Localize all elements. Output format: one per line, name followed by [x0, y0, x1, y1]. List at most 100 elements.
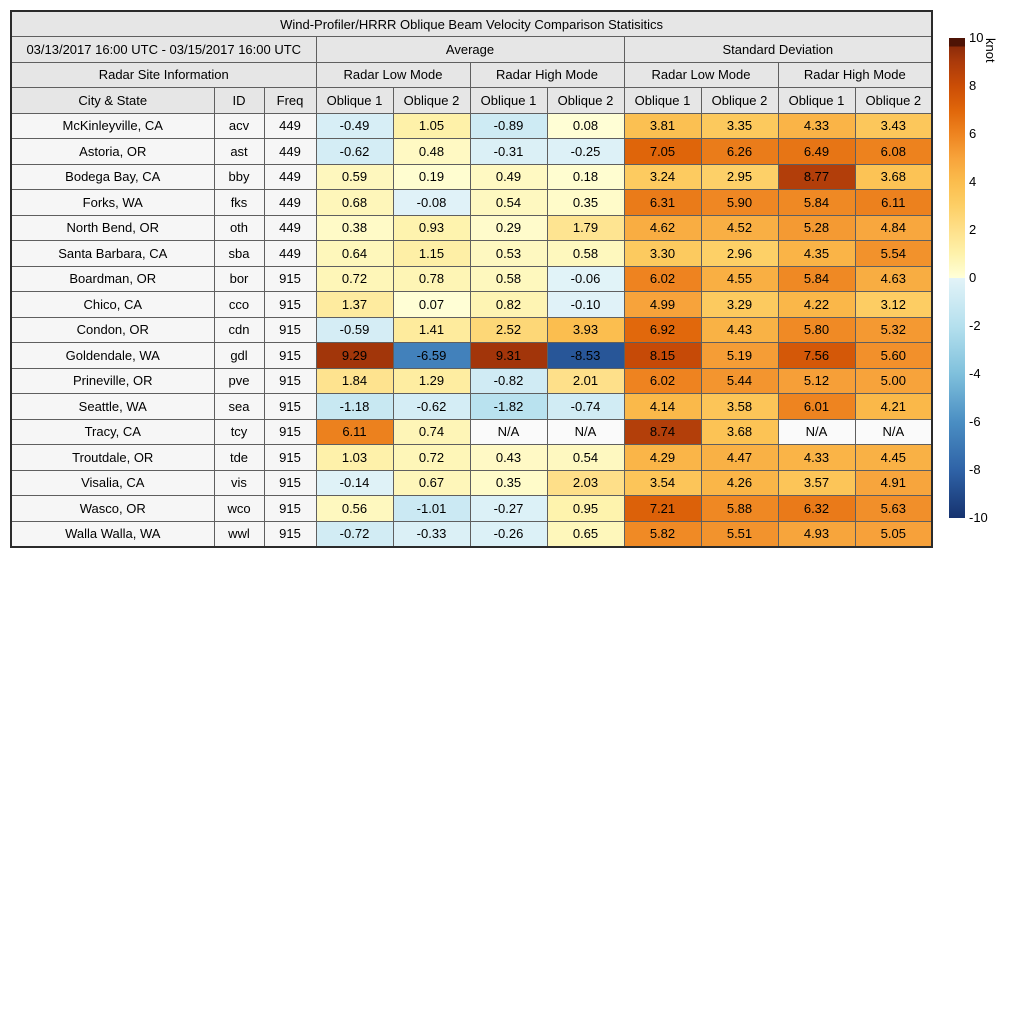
column-header-row: City & State ID Freq Oblique 1 Oblique 2…	[10, 87, 933, 114]
id-cell: wwl	[213, 520, 265, 547]
city-cell: Tracy, CA	[10, 418, 215, 445]
table-row: Visalia, CA vis 915 -0.14 0.67 0.35 2.03 3.54 4.…	[10, 469, 933, 496]
value-cell: 4.33	[777, 112, 856, 139]
header-std-low-oblique-2: Oblique 2	[700, 87, 779, 114]
value-cell: 0.54	[469, 189, 548, 216]
value-cell: 3.35	[700, 112, 779, 139]
value-cell: 4.47	[700, 444, 779, 471]
colorbar-gradient	[949, 38, 965, 518]
value-cell: 4.52	[700, 214, 779, 241]
value-cell: 2.96	[700, 240, 779, 267]
value-cell: 3.30	[623, 240, 702, 267]
value-cell: 6.11	[315, 418, 394, 445]
freq-cell: 915	[263, 469, 317, 496]
value-cell: 6.26	[700, 138, 779, 165]
value-cell: 0.38	[315, 214, 394, 241]
value-cell: 2.52	[469, 316, 548, 343]
city-cell: Troutdale, OR	[10, 444, 215, 471]
id-cell: cdn	[213, 316, 265, 343]
header-standard-deviation: Standard Deviation	[623, 36, 933, 63]
value-cell: 6.01	[777, 393, 856, 420]
id-cell: ast	[213, 138, 265, 165]
table-row: Walla Walla, WA wwl 915 -0.72 -0.33 -0.26 0.65…	[10, 520, 933, 547]
table-row: Forks, WA fks 449 0.68 -0.08 0.54 0.35 6.31 5.90…	[10, 189, 933, 216]
value-cell: 4.21	[854, 393, 933, 420]
table-row: Tracy, CA tcy 915 6.11 0.74 N/A N/A 8.74 3.68 N/A…	[10, 418, 933, 445]
value-cell: 0.68	[315, 189, 394, 216]
value-cell: 0.35	[469, 469, 548, 496]
value-cell: 3.81	[623, 112, 702, 139]
header-avg-low-mode: Radar Low Mode	[315, 61, 471, 88]
id-cell: pve	[213, 367, 265, 394]
header-std-high-oblique-2: Oblique 2	[854, 87, 933, 114]
value-cell: 3.58	[700, 393, 779, 420]
colorbar-unit-label: knot	[983, 38, 998, 63]
value-cell: 5.19	[700, 342, 779, 369]
value-cell: 3.24	[623, 163, 702, 190]
header-std-high-oblique-1: Oblique 1	[777, 87, 856, 114]
value-cell: 4.45	[854, 444, 933, 471]
value-cell: 4.84	[854, 214, 933, 241]
value-cell: 6.32	[777, 495, 856, 522]
header-average: Average	[315, 36, 625, 63]
table-row: North Bend, OR oth 449 0.38 0.93 0.29 1.79 4.62…	[10, 214, 933, 241]
table-row: Goldendale, WA gdl 915 9.29 -6.59 9.31 -8.53 8.…	[10, 342, 933, 369]
value-cell: -0.27	[469, 495, 548, 522]
value-cell: -0.89	[469, 112, 548, 139]
city-cell: Goldendale, WA	[10, 342, 215, 369]
city-cell: Boardman, OR	[10, 265, 215, 292]
id-cell: tcy	[213, 418, 265, 445]
colorbar-tick-label: -10	[969, 510, 988, 525]
table-row: Condon, OR cdn 915 -0.59 1.41 2.52 3.93 6.92 4.4…	[10, 316, 933, 343]
value-cell: 0.65	[546, 520, 625, 547]
city-cell: Visalia, CA	[10, 469, 215, 496]
value-cell: 1.41	[392, 316, 471, 343]
value-cell: 6.08	[854, 138, 933, 165]
value-cell: 1.84	[315, 367, 394, 394]
freq-cell: 915	[263, 291, 317, 318]
value-cell: 0.59	[315, 163, 394, 190]
date-range: 03/13/2017 16:00 UTC - 03/15/2017 16:00 …	[10, 36, 317, 63]
value-cell: 2.03	[546, 469, 625, 496]
value-cell: 6.02	[623, 367, 702, 394]
id-cell: bor	[213, 265, 265, 292]
value-cell: 0.95	[546, 495, 625, 522]
colorbar-tick-label: 0	[969, 270, 977, 285]
value-cell: 0.58	[469, 265, 548, 292]
table-row: Wasco, OR wco 915 0.56 -1.01 -0.27 0.95 7.21 5.8…	[10, 495, 933, 522]
stats-table: Wind-Profiler/HRRR Oblique Beam Velocity…	[10, 10, 934, 548]
freq-cell: 449	[263, 240, 317, 267]
header-freq: Freq	[263, 87, 317, 114]
value-cell: 0.08	[546, 112, 625, 139]
colorbar-tick-label: -4	[969, 366, 981, 381]
value-cell: -1.18	[315, 393, 394, 420]
city-cell: Bodega Bay, CA	[10, 163, 215, 190]
value-cell: 6.31	[623, 189, 702, 216]
value-cell: N/A	[469, 418, 548, 445]
value-cell: 1.03	[315, 444, 394, 471]
freq-cell: 449	[263, 189, 317, 216]
header-avg-low-oblique-1: Oblique 1	[315, 87, 394, 114]
value-cell: 3.68	[700, 418, 779, 445]
value-cell: 5.80	[777, 316, 856, 343]
freq-cell: 915	[263, 393, 317, 420]
id-cell: sba	[213, 240, 265, 267]
value-cell: 3.54	[623, 469, 702, 496]
value-cell: 0.56	[315, 495, 394, 522]
colorbar-tick-label: 2	[969, 222, 977, 237]
value-cell: 3.43	[854, 112, 933, 139]
id-cell: gdl	[213, 342, 265, 369]
value-cell: 9.31	[469, 342, 548, 369]
city-cell: Condon, OR	[10, 316, 215, 343]
colorbar-tick-label: 8	[969, 78, 977, 93]
freq-cell: 915	[263, 418, 317, 445]
value-cell: 4.43	[700, 316, 779, 343]
value-cell: 0.43	[469, 444, 548, 471]
value-cell: 5.00	[854, 367, 933, 394]
table-title: Wind-Profiler/HRRR Oblique Beam Velocity…	[10, 10, 933, 37]
value-cell: 4.91	[854, 469, 933, 496]
value-cell: 0.72	[315, 265, 394, 292]
freq-cell: 915	[263, 444, 317, 471]
value-cell: 6.11	[854, 189, 933, 216]
